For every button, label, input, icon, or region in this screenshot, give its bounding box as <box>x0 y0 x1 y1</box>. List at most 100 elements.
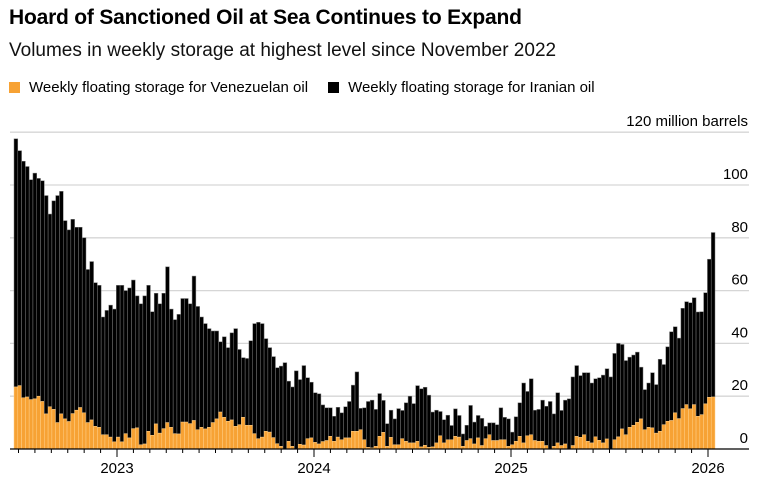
bar-venezuelan <box>93 426 98 450</box>
bar-iranian <box>445 414 451 441</box>
bar-iranian <box>559 410 564 446</box>
bar-iranian <box>669 331 674 421</box>
bar-iranian <box>40 180 45 402</box>
bar-venezuelan <box>206 427 212 450</box>
bar-iranian <box>313 392 318 443</box>
bar-venezuelan <box>472 443 477 450</box>
bar-iranian <box>540 399 545 442</box>
bar-venezuelan <box>604 438 610 450</box>
bar-iranian <box>347 401 352 439</box>
bar-iranian <box>646 382 651 428</box>
bar-iranian <box>176 314 181 435</box>
bar-iranian <box>206 328 212 428</box>
bar-iranian <box>692 297 697 405</box>
bar-venezuelan <box>354 431 360 450</box>
bar-venezuelan <box>316 443 322 450</box>
bar-iranian <box>188 303 193 424</box>
bar-venezuelan <box>536 441 541 450</box>
bar-iranian <box>218 341 223 413</box>
bar-venezuelan <box>381 432 386 450</box>
bar-venezuelan <box>275 443 280 450</box>
bar-venezuelan <box>169 427 174 450</box>
bar-iranian <box>570 376 576 446</box>
bar-venezuelan <box>468 438 473 450</box>
bar-iranian <box>449 425 454 441</box>
bar-venezuelan <box>483 438 488 450</box>
bar-iranian <box>468 405 473 439</box>
bar-iranian <box>623 360 629 435</box>
bar-iranian <box>127 287 132 439</box>
bar-venezuelan <box>63 418 68 450</box>
bar-venezuelan <box>498 439 504 450</box>
bar-iranian <box>25 166 30 398</box>
bar-venezuelan <box>529 434 534 450</box>
y-tick-label: 80 <box>731 219 748 236</box>
bar-iranian <box>332 416 337 442</box>
bar-venezuelan <box>635 422 640 450</box>
bar-iranian <box>214 330 219 420</box>
bar-iranian <box>411 403 416 444</box>
bar-venezuelan <box>665 421 670 450</box>
bar-iranian <box>297 379 303 445</box>
y-tick-label: 120 million barrels <box>626 113 748 130</box>
bar-venezuelan <box>97 427 102 450</box>
bar-venezuelan <box>350 431 356 450</box>
bar-venezuelan <box>585 441 591 450</box>
bar-iranian <box>377 393 382 437</box>
bar-venezuelan <box>335 436 341 450</box>
legend-label-iranian: Weekly floating storage for Iranian oil <box>348 79 595 96</box>
bar-iranian <box>510 431 515 446</box>
bar-venezuelan <box>494 440 500 450</box>
bar-iranian <box>328 407 333 437</box>
bar-iranian <box>502 417 507 441</box>
bar-iranian <box>604 368 610 440</box>
bar-iranian <box>434 409 439 444</box>
bar-venezuelan <box>237 424 242 450</box>
bar-iranian <box>210 330 216 423</box>
bar-venezuelan <box>135 427 140 450</box>
bar-iranian <box>153 292 159 425</box>
bar-venezuelan <box>555 442 560 450</box>
bar-iranian <box>267 347 272 433</box>
bar-venezuelan <box>638 418 644 450</box>
bar-venezuelan <box>81 412 87 450</box>
bar-iranian <box>55 195 60 423</box>
bar-iranian <box>638 366 644 420</box>
bar-iranian <box>309 381 314 439</box>
y-tick-label: 0 <box>740 430 748 447</box>
bar-iranian <box>44 195 49 415</box>
bar-iranian <box>119 285 125 443</box>
bar-venezuelan <box>188 423 193 450</box>
bar-venezuelan <box>612 439 617 450</box>
bar-venezuelan <box>358 429 363 450</box>
bar-venezuelan <box>616 436 621 450</box>
bar-iranian <box>195 306 200 430</box>
bar-iranian <box>555 392 560 444</box>
bar-venezuelan <box>214 418 219 450</box>
bar-iranian <box>108 304 113 438</box>
legend-item-iranian: Weekly floating storage for Iranian oil <box>328 79 595 96</box>
bar-iranian <box>529 378 534 435</box>
bar-iranian <box>582 372 587 435</box>
bar-iranian <box>131 279 136 429</box>
bar-iranian <box>244 358 250 426</box>
bar-iranian <box>32 172 37 400</box>
bar-iranian <box>369 399 375 449</box>
bar-iranian <box>620 344 625 430</box>
bar-iranian <box>710 232 716 398</box>
bar-venezuelan <box>657 431 663 450</box>
bar-iranian <box>616 343 621 438</box>
bar-venezuelan <box>44 413 49 450</box>
bar-iranian <box>684 301 689 405</box>
bar-iranian <box>419 388 424 448</box>
bar-venezuelan <box>210 422 216 450</box>
bar-iranian <box>642 389 648 430</box>
bar-iranian <box>150 311 155 436</box>
bar-venezuelan <box>74 409 79 450</box>
bar-iranian <box>381 400 386 433</box>
bar-iranian <box>290 386 295 447</box>
bar-venezuelan <box>620 428 625 450</box>
bar-iranian <box>494 424 500 441</box>
bar-venezuelan <box>684 404 689 450</box>
bar-venezuelan <box>680 408 685 450</box>
